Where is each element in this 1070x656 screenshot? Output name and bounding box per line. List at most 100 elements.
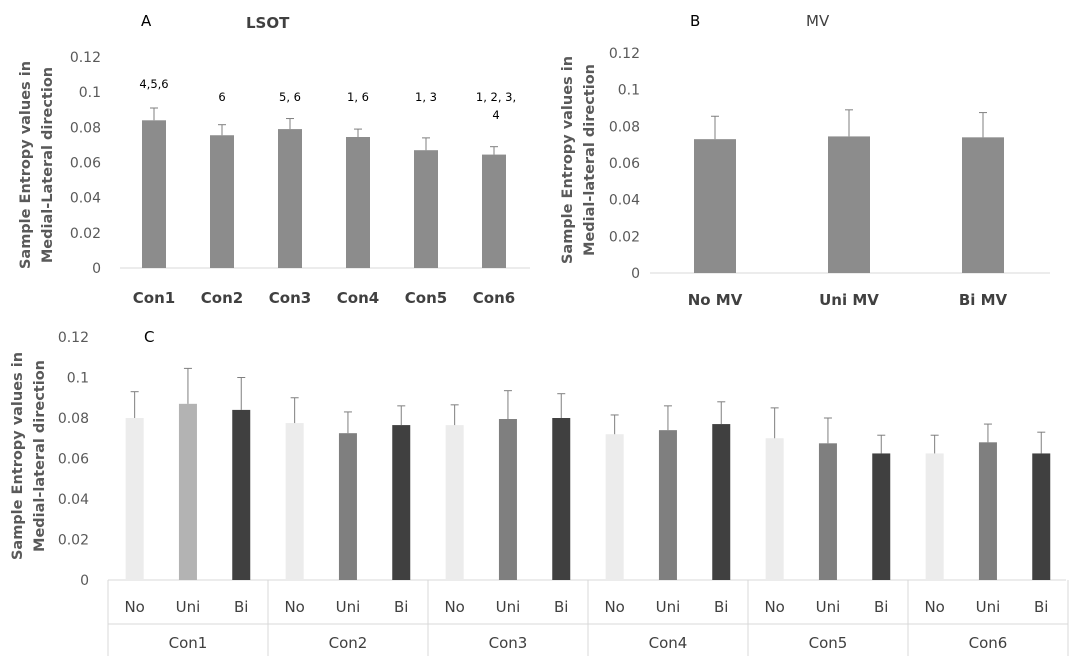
panel-c-ytick-label: 0.08 (58, 411, 89, 427)
panel-c-ylabel-line2: Medial-lateral direction (32, 360, 48, 552)
panel-label-b: B (690, 12, 700, 30)
panel-label-c: C (144, 328, 154, 346)
panel-c-bar (658, 430, 677, 580)
panel-b: B MV Sample Entropy values in Medial-lat… (560, 12, 1050, 309)
panel-c-subcategory-label: No (284, 598, 304, 616)
panel-b-ylabel-line1: Sample Entropy values in (560, 56, 576, 264)
panel-c-subcategory-label: No (604, 598, 624, 616)
panel-c-subcategory-label: Bi (1034, 598, 1048, 616)
panel-b-ytick-label: 0.02 (609, 229, 640, 245)
panel-a-category-label: Con6 (473, 289, 515, 307)
panel-c-subcategory-label: Bi (234, 598, 248, 616)
panel-b-ytick-label: 0.06 (609, 156, 640, 172)
panel-a-bar (142, 120, 166, 268)
panel-c-bar (178, 403, 197, 580)
panel-a-category-label: Con5 (405, 289, 447, 307)
panel-c-ytick-label: 0.06 (58, 452, 89, 468)
panel-c-bar (978, 442, 997, 580)
panel-b-bar (828, 136, 870, 273)
panel-a-ylabel-line1: Sample Entropy values in (18, 61, 34, 269)
panel-c-ytick-label: 0.04 (58, 492, 89, 508)
panel-a-significance-label: 4,5,6 (139, 77, 168, 91)
panel-c-subcategory-label: No (124, 598, 144, 616)
panel-c-group-label: Con3 (489, 634, 528, 652)
panel-c-subcategory-label: Uni (176, 598, 201, 616)
panel-c-bar (605, 434, 624, 580)
panel-c-bar (445, 425, 464, 580)
panel-c-subcategory-label: Uni (816, 598, 841, 616)
panel-b-ytick-label: 0.04 (609, 193, 640, 209)
panel-a-category-label: Con3 (269, 289, 311, 307)
panel-b-category-label: Uni MV (819, 291, 879, 309)
panel-c-subcategory-label: No (764, 598, 784, 616)
panel-b-ytick-label: 0 (631, 266, 640, 282)
panel-a-category-label: Con2 (201, 289, 243, 307)
panel-c-ytick-label: 0.02 (58, 533, 89, 549)
panel-a-category-label: Con4 (337, 289, 379, 307)
panel-b-category-label: Bi MV (959, 291, 1008, 309)
panel-a-significance-label: 1, 2, 3, (476, 90, 516, 104)
panel-b-bar (694, 139, 736, 273)
panel-a-category-label: Con1 (133, 289, 175, 307)
panel-a-ytick-label: 0.08 (70, 120, 101, 136)
panel-a-significance-label: 4 (492, 108, 499, 122)
panel-c-bar (765, 438, 784, 580)
panel-b-category-label: No MV (688, 291, 743, 309)
panel-c-subcategory-label: Uni (336, 598, 361, 616)
panel-c-ytick-label: 0.12 (58, 330, 89, 346)
panel-c-subcategory-label: Bi (394, 598, 408, 616)
panel-c-subcategory-label: No (924, 598, 944, 616)
panel-c-bar (1032, 453, 1051, 580)
panel-a-bar (482, 154, 506, 268)
panel-a-bar (414, 150, 438, 268)
panel-b-title: MV (806, 12, 830, 30)
panel-a-ytick-label: 0.1 (79, 85, 101, 101)
panel-a-significance-label: 1, 6 (347, 90, 369, 104)
panel-c-bar (712, 424, 731, 580)
panel-c-subcategory-label: Bi (554, 598, 568, 616)
panel-c-bar (818, 443, 837, 580)
panel-a-bar (210, 135, 234, 268)
panel-a-ylabel-line2: Medial-Lateral direction (40, 67, 56, 263)
panel-c-subcategory-label: Uni (656, 598, 681, 616)
panel-a-ytick-label: 0 (92, 261, 101, 277)
panel-c-bar (338, 433, 357, 580)
panel-a-ytick-label: 0.04 (70, 191, 101, 207)
panel-c-ytick-label: 0 (80, 573, 89, 589)
panel-a: A LSOT Sample Entropy values in Medial-L… (18, 12, 530, 307)
panel-c-bar (285, 423, 304, 580)
panel-label-a: A (141, 12, 152, 30)
panel-c-subcategory-label: Uni (496, 598, 521, 616)
panel-c-subcategory-label: Bi (874, 598, 888, 616)
panel-a-bar (346, 137, 370, 268)
panel-a-significance-label: 5, 6 (279, 90, 301, 104)
panel-a-title: LSOT (246, 14, 290, 32)
panel-a-significance-label: 1, 3 (415, 90, 437, 104)
panel-a-bar (278, 129, 302, 268)
panel-c-subcategory-label: Bi (714, 598, 728, 616)
panel-b-ylabel-line2: Medial-lateral direction (582, 64, 598, 256)
panel-c-ytick-label: 0.1 (67, 371, 89, 387)
panel-a-significance-label: 6 (218, 90, 225, 104)
panel-c-subcategory-label: Uni (976, 598, 1001, 616)
panel-c-bar (125, 418, 144, 580)
panel-c-ylabel-line1: Sample Entropy values in (10, 352, 26, 560)
panel-c-subcategory-label: No (444, 598, 464, 616)
panel-a-ytick-label: 0.12 (70, 50, 101, 66)
panel-c-bar (925, 453, 944, 580)
panel-c-group-label: Con2 (329, 634, 368, 652)
panel-a-ytick-label: 0.06 (70, 156, 101, 172)
panel-b-ytick-label: 0.1 (618, 83, 640, 99)
panel-b-ytick-label: 0.12 (609, 46, 640, 62)
panel-c-bar (552, 418, 571, 580)
panel-c-bar (392, 425, 411, 580)
panel-c-bar (498, 419, 517, 580)
panel-c-group-label: Con4 (649, 634, 688, 652)
panel-c-group-label: Con6 (969, 634, 1008, 652)
panel-b-ytick-label: 0.08 (609, 119, 640, 135)
panel-c-bar (232, 409, 251, 580)
panel-c: C Sample Entropy values in Medial-latera… (10, 328, 1069, 656)
panel-c-group-label: Con1 (169, 634, 208, 652)
panel-c-group-label: Con5 (809, 634, 848, 652)
